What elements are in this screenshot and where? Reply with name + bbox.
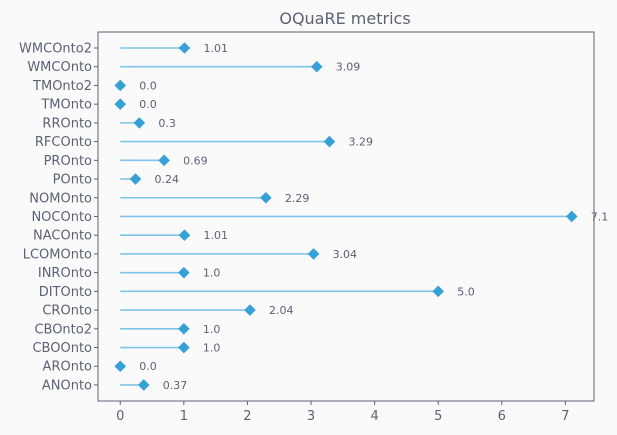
y-tick-label: ANOnto	[42, 378, 92, 393]
x-tick-label: 3	[307, 409, 315, 424]
y-tick-label: AROnto	[43, 360, 92, 375]
value-label: 0.69	[183, 154, 208, 167]
diamond-marker	[129, 173, 142, 185]
y-tick-label: INROnto	[38, 266, 92, 281]
value-label: 1.01	[203, 42, 228, 55]
value-label: 1.0	[203, 267, 221, 280]
value-label: 0.0	[139, 360, 157, 373]
y-tick-label: POnto	[53, 173, 92, 188]
diamond-marker	[178, 42, 191, 54]
y-tick-label: DITOnto	[39, 285, 92, 300]
value-label: 0.0	[139, 79, 157, 92]
diamond-marker	[178, 266, 190, 279]
y-tick-label: RFCOnto	[35, 135, 92, 150]
x-tick-label: 5	[434, 409, 442, 424]
diamond-marker	[260, 191, 272, 204]
y-tick-label: RROnto	[42, 116, 92, 131]
diamond-marker	[114, 79, 127, 92]
y-tick-label: NOCOnto	[31, 210, 92, 225]
value-label: 3.04	[333, 248, 358, 261]
x-tick-label: 6	[498, 409, 506, 424]
diamond-marker	[244, 304, 256, 316]
value-label: 7.1	[591, 210, 609, 223]
value-label: 0.3	[158, 117, 176, 130]
value-label: 1.0	[203, 342, 221, 355]
diamond-marker	[310, 60, 323, 73]
value-label: 1.0	[203, 323, 221, 336]
x-tick-label: 4	[370, 409, 378, 424]
x-tick-label: 2	[243, 409, 251, 424]
value-label: 2.04	[269, 304, 294, 317]
value-label: 0.24	[155, 173, 180, 186]
diamond-marker	[178, 341, 190, 354]
x-tick-label: 1	[180, 409, 188, 424]
y-tick-label: CBOOnto	[32, 341, 92, 356]
plot-frame	[97, 31, 595, 402]
diamond-marker	[178, 323, 190, 335]
y-tick-label: LCOMOnto	[23, 247, 92, 262]
diamond-marker	[114, 360, 127, 373]
y-tick-label: NOMOnto	[29, 191, 92, 206]
y-tick-label: WMCOnto2	[19, 42, 92, 57]
x-tick-label: 7	[561, 409, 569, 424]
value-label: 3.29	[348, 136, 373, 149]
y-tick-label: CROnto	[42, 304, 92, 319]
diamond-marker	[114, 98, 127, 110]
value-label: 1.01	[203, 229, 228, 242]
value-label: 0.37	[163, 379, 188, 392]
y-tick-label: WMCOnto	[27, 60, 92, 75]
y-tick-label: TMOnto	[40, 98, 92, 113]
diamond-marker	[137, 379, 150, 391]
y-tick-label: CBOnto2	[34, 322, 92, 337]
y-tick-label: PROnto	[44, 154, 92, 169]
diamond-marker	[307, 248, 320, 260]
diamond-marker	[178, 229, 191, 241]
value-label: 5.0	[457, 285, 475, 298]
diamond-marker	[323, 135, 336, 148]
diamond-marker	[133, 117, 146, 129]
y-tick-label: TMOnto2	[32, 79, 92, 94]
plot-area: 0 1 2 3 4 5 6 7 WMCOnto2 1.01 WMCOnto 3.09 TMOnto2 0.…	[19, 42, 608, 425]
value-label: 3.09	[336, 61, 361, 74]
diamond-marker	[432, 285, 445, 298]
diamond-marker	[158, 154, 170, 167]
diamond-marker	[565, 210, 578, 223]
chart-title: OQuaRE metrics	[279, 9, 410, 28]
y-tick-label: NACOnto	[33, 229, 92, 244]
value-label: 0.0	[139, 98, 157, 111]
x-tick-label: 0	[116, 409, 124, 424]
value-label: 2.29	[285, 192, 310, 205]
